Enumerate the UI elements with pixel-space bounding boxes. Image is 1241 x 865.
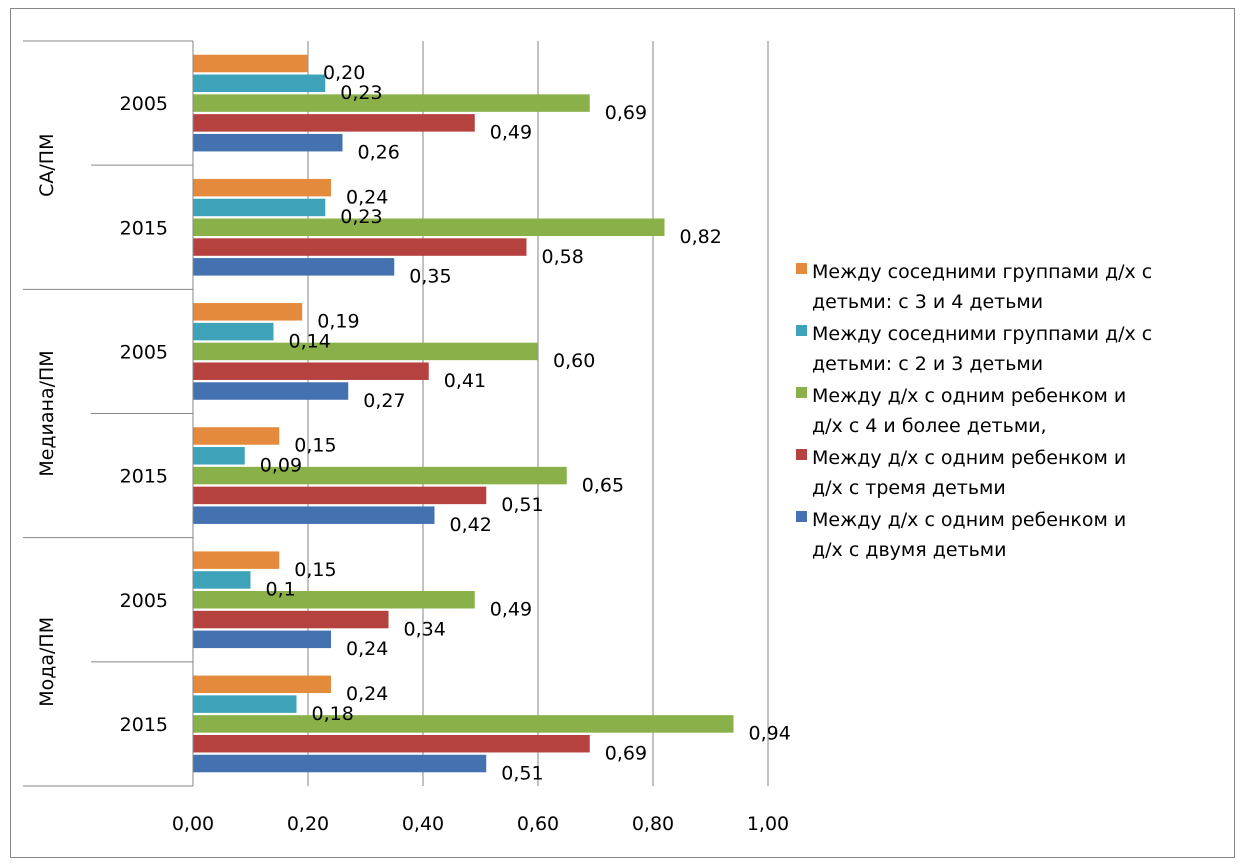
x-tick-label: 0,80: [632, 813, 674, 835]
data-label: 0,58: [542, 246, 584, 268]
data-label: 0,42: [450, 514, 492, 536]
legend-swatch: [796, 449, 807, 460]
legend-label: д/х с тремя детьми: [812, 477, 1006, 499]
bar: [193, 74, 326, 93]
data-label: 0,34: [404, 618, 446, 640]
data-label: 0,14: [289, 330, 331, 352]
bar: [193, 571, 251, 589]
bar: [193, 675, 331, 694]
data-label: 0,69: [605, 102, 647, 124]
bar: [193, 630, 331, 649]
data-label: 0,1: [266, 579, 296, 601]
data-label: 0,19: [317, 311, 359, 333]
bar-chart: СА/ПМ 2005 2015 Медиана/ПМ 2005 2015 Мода/ПМ 20…: [23, 40, 1152, 835]
group-label: Мода/ПМ: [36, 617, 58, 707]
legend-swatch: [796, 511, 807, 522]
data-label: 0,27: [363, 390, 405, 412]
gridlines: [192, 41, 769, 786]
legend-label: Между соседними группами д/х с: [812, 323, 1152, 345]
bar: [193, 178, 331, 197]
data-label: 0,49: [490, 599, 532, 621]
group-label: СА/ПМ: [36, 133, 58, 196]
data-label: 0,49: [490, 122, 532, 144]
bar: [193, 54, 308, 73]
legend-label: Между д/х с одним ребенком и: [812, 385, 1126, 407]
data-label: 0,51: [501, 494, 543, 516]
data-label: 0,94: [749, 723, 791, 745]
legend-swatch: [796, 387, 807, 398]
x-tick-label: 0,20: [287, 813, 329, 835]
data-label: 0,60: [553, 350, 595, 372]
bar: [193, 382, 349, 400]
bars: [193, 54, 734, 773]
data-label: 0,69: [605, 742, 647, 764]
data-label: 0,41: [444, 370, 486, 392]
bar: [193, 695, 297, 713]
year-label: 2015: [120, 466, 168, 488]
bar: [193, 303, 303, 321]
bar: [193, 734, 590, 753]
legend-label: детьми: с 2 и 3 детьми: [812, 353, 1043, 375]
bar: [193, 322, 274, 341]
bar: [193, 591, 475, 609]
x-tick-label: 0,00: [172, 813, 214, 835]
legend-label: Между соседними группами д/х с: [812, 261, 1152, 283]
legend-label: Между д/х с одним ребенком и: [812, 509, 1126, 531]
year-label: 2015: [120, 217, 168, 239]
bar: [193, 715, 734, 733]
data-label: 0,24: [346, 683, 388, 705]
data-label: 0,15: [294, 559, 336, 581]
year-label: 2015: [120, 714, 168, 736]
bar: [193, 466, 567, 485]
data-label: 0,20: [323, 62, 365, 84]
bar: [193, 258, 395, 276]
data-label: 0,18: [312, 703, 354, 725]
bar: [193, 94, 590, 112]
bar: [193, 551, 280, 569]
legend-label: д/х с двумя детьми: [812, 539, 1006, 561]
data-label: 0,23: [340, 82, 382, 104]
year-label: 2005: [120, 590, 168, 612]
bar: [193, 198, 326, 217]
bar: [193, 133, 343, 152]
bar: [193, 114, 475, 132]
bar: [193, 342, 538, 361]
year-label: 2005: [120, 341, 168, 363]
x-tick-label: 1,00: [747, 813, 789, 835]
bar: [193, 486, 487, 505]
data-label: 0,82: [680, 226, 722, 248]
legend-label: Между д/х с одним ребенком и: [812, 447, 1126, 469]
legend-label: детьми: с 3 и 4 детьми: [812, 291, 1043, 313]
bar: [193, 427, 280, 445]
bar: [193, 238, 527, 256]
data-label: 0,15: [294, 435, 336, 457]
data-label: 0,24: [346, 638, 388, 660]
data-label: 0,26: [358, 141, 400, 163]
bar: [193, 506, 435, 524]
data-label: 0,35: [409, 266, 451, 288]
bar: [193, 218, 665, 236]
data-label: 0,09: [260, 455, 302, 477]
data-label: 0,51: [501, 762, 543, 784]
x-tick-label: 0,40: [402, 813, 444, 835]
legend-label: д/х с 4 и более детьми,: [812, 415, 1047, 437]
bar: [193, 610, 389, 629]
legend-swatch: [796, 263, 807, 274]
x-tick-label: 0,60: [517, 813, 559, 835]
legend: Между соседними группами д/х с детьми: с …: [796, 261, 1152, 561]
group-label: Медиана/ПМ: [36, 350, 58, 476]
legend-swatch: [796, 325, 807, 336]
category-axis: СА/ПМ 2005 2015 Медиана/ПМ 2005 2015 Мода/ПМ 20…: [23, 40, 194, 787]
bar: [193, 362, 429, 380]
data-label: 0,24: [346, 186, 388, 208]
bar: [193, 447, 245, 465]
x-axis-ticks: 0,00 0,20 0,40 0,60 0,80 1,00: [172, 813, 789, 835]
chart-frame: СА/ПМ 2005 2015 Медиана/ПМ 2005 2015 Мода/ПМ 20…: [10, 8, 1235, 858]
bar: [193, 754, 487, 773]
data-label: 0,23: [340, 206, 382, 228]
data-labels: 0,200,230,690,490,260,240,230,820,580,35…: [260, 62, 791, 784]
year-label: 2005: [120, 93, 168, 115]
data-label: 0,65: [582, 474, 624, 496]
